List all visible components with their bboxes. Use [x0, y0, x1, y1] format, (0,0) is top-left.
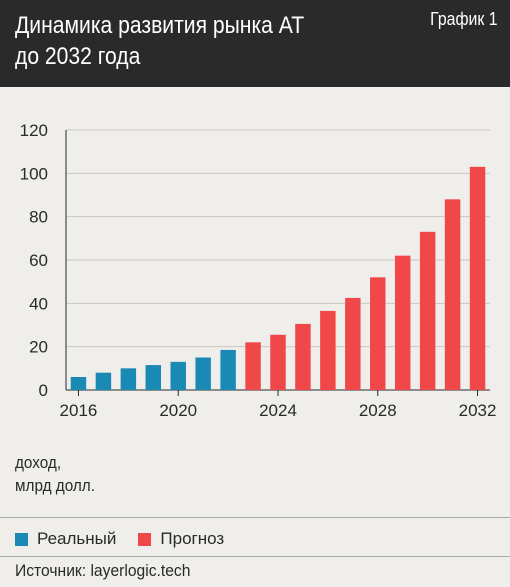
y-tick-label-60: 60: [29, 251, 48, 270]
bar-forecast-2026: [320, 310, 336, 390]
bar-chart: 0 20 40 60 80 100 120 2016 2020 2024 2028 2032: [20, 121, 497, 420]
x-tick-label-2032: 2032: [459, 401, 497, 420]
bar-forecast-2031: [444, 199, 461, 390]
x-tick-label-2020: 2020: [159, 401, 197, 420]
bar-actual-2021: [195, 357, 211, 390]
bar-actual-2019: [145, 365, 162, 390]
legend-label-forecast: Прогноз: [160, 529, 225, 548]
chart-title-line-2: до 2032 года: [15, 43, 141, 70]
y-tick-label-40: 40: [29, 294, 48, 313]
x-tick-label-2024: 2024: [259, 401, 297, 420]
bar-forecast-2025: [295, 323, 311, 390]
bar-forecast-2032: [469, 166, 486, 390]
y-tick-label-100: 100: [20, 164, 48, 183]
legend-item-forecast: Прогноз: [138, 529, 224, 549]
y-tick-label-0: 0: [39, 381, 48, 400]
bar-actual-2020: [170, 361, 186, 390]
chart-title: Динамика развития рынка АТ до 2032 года: [15, 10, 349, 72]
source-note: Источник: layerlogic.tech: [15, 561, 191, 580]
bar-actual-2022: [220, 349, 236, 390]
chart-number-label: График 1: [430, 9, 498, 29]
legend: Реальный Прогноз: [15, 527, 246, 551]
bar-actual-2017: [95, 372, 112, 390]
y-tick-label-120: 120: [20, 121, 48, 140]
unit-label-line-2: млрд долл.: [15, 476, 96, 495]
bar-forecast-2028: [370, 277, 386, 390]
bar-forecast-2024: [270, 334, 286, 390]
bar-forecast-2029: [394, 255, 411, 390]
legend-divider-bottom: [0, 556, 510, 557]
legend-swatch-forecast: [138, 532, 152, 546]
x-tick-label-2016: 2016: [60, 401, 98, 420]
chart-title-line-1: Динамика развития рынка АТ: [15, 12, 305, 39]
y-axis-unit-label: доход, млрд долл.: [15, 451, 95, 497]
header-bar: Динамика развития рынка АТ до 2032 года …: [0, 0, 510, 87]
unit-label-line-1: доход,: [15, 453, 62, 472]
legend-swatch-actual: [15, 532, 28, 546]
y-tick-label-20: 20: [29, 338, 48, 357]
bar-actual-2016: [70, 377, 87, 390]
x-tick-label-2028: 2028: [359, 401, 397, 420]
legend-item-actual: Реальный: [15, 529, 116, 549]
bar-actual-2018: [120, 368, 137, 390]
bar-forecast-2023: [245, 342, 261, 390]
y-tick-label-80: 80: [29, 208, 48, 227]
bar-forecast-2030: [419, 231, 436, 390]
legend-label-actual: Реальный: [37, 529, 117, 548]
legend-divider-top: [0, 517, 510, 518]
bar-forecast-2027: [345, 297, 361, 390]
chart-area: 0 20 40 60 80 100 120 2016 2020 2024 2028 2032: [0, 110, 510, 440]
